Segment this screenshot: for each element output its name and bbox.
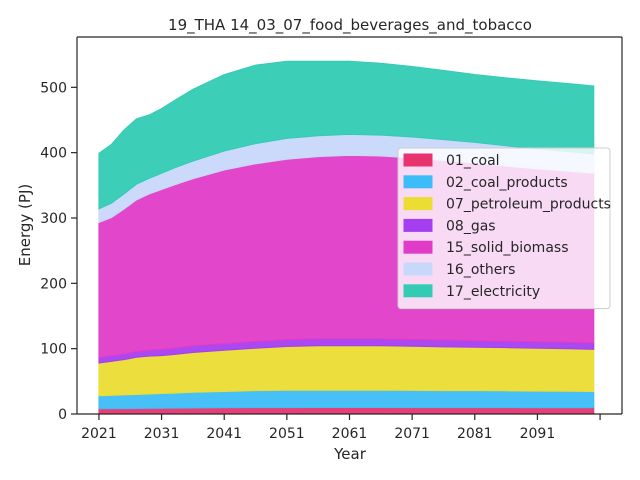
legend-swatch-08-gas xyxy=(403,218,433,232)
legend: 01_coal 02_coal_products 07_petroleum_prod… xyxy=(397,147,611,310)
legend-swatch-07-petroleum-products xyxy=(403,197,433,211)
x-axis-label: Year xyxy=(333,445,367,463)
legend-swatch-02-coal-products xyxy=(403,175,433,189)
chart-title: 19_THA 14_03_07_food_beverages_and_tobac… xyxy=(168,16,532,35)
legend-label-02-coal-products: 02_coal_products xyxy=(446,175,568,191)
x-tick-label: 2071 xyxy=(394,426,430,442)
x-tick-label: 2061 xyxy=(332,426,368,442)
legend-label-15-solid-biomass: 15_solid_biomass xyxy=(446,240,569,256)
legend-label-08-gas: 08_gas xyxy=(446,218,496,234)
legend-label-16-others: 16_others xyxy=(446,262,515,278)
legend-swatch-15-solid-biomass xyxy=(403,240,433,254)
x-tick-label: 2041 xyxy=(206,426,242,442)
x-tick-label: 2081 xyxy=(457,426,493,442)
y-axis-label: Energy (PJ) xyxy=(16,184,34,266)
legend-swatch-16-others xyxy=(403,262,433,276)
y-tick-label: 400 xyxy=(40,146,67,162)
legend-swatch-17-electricity xyxy=(403,284,433,298)
y-tick-label: 100 xyxy=(40,342,67,358)
legend-label-17-electricity: 17_electricity xyxy=(446,284,540,300)
legend-swatch-01-coal xyxy=(403,153,433,167)
legend-label-01-coal: 01_coal xyxy=(446,153,500,169)
x-tick-label: 2091 xyxy=(520,426,556,442)
x-tick-label: 2051 xyxy=(269,426,305,442)
x-tick-label: 2021 xyxy=(81,426,117,442)
y-tick-label: 500 xyxy=(40,80,67,96)
legend-label-07-petroleum-products: 07_petroleum_products xyxy=(446,197,611,213)
x-tick-label: 2031 xyxy=(144,426,180,442)
legend-frame xyxy=(397,147,611,310)
y-tick-label: 300 xyxy=(40,211,67,227)
axes: 0 100 200 300 400 500 2021 2031 2041 2051 2061 2071… xyxy=(40,36,623,442)
y-tick-label: 0 xyxy=(58,407,67,423)
y-tick-label: 200 xyxy=(40,276,67,292)
